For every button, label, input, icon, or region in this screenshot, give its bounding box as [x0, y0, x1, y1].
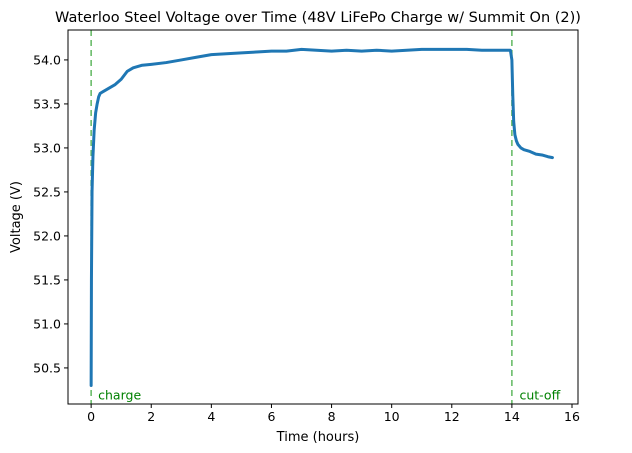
- plot-area: charge cut-off: [89, 30, 561, 404]
- x-tick-label: 16: [564, 409, 580, 424]
- x-tick-label: 0: [87, 409, 95, 424]
- plot-frame: [67, 29, 579, 405]
- y-tick-label: 52.0: [33, 228, 61, 243]
- annotation-0: charge: [98, 387, 141, 402]
- x-tick-label: 12: [444, 409, 460, 424]
- y-axis-label: Voltage (V): [9, 181, 24, 253]
- y-tick-label: 54.0: [33, 52, 61, 67]
- y-tick-label: 53.5: [33, 96, 61, 111]
- annotation-1: cut-off: [519, 387, 560, 402]
- x-tick-label: 6: [267, 409, 275, 424]
- x-axis: 0 2 4 6 8 10 12 14 16: [87, 404, 580, 424]
- y-tick-label: 53.0: [33, 140, 61, 155]
- series-line-0: [89, 47, 554, 388]
- y-tick-label: 51.0: [33, 316, 61, 331]
- y-tick-label: 52.5: [33, 184, 61, 199]
- x-tick-label: 2: [147, 409, 155, 424]
- chart-title: Waterloo Steel Voltage over Time (48V Li…: [55, 10, 581, 26]
- x-tick-label: 8: [328, 409, 336, 424]
- y-tick-label: 51.5: [33, 272, 61, 287]
- x-tick-label: 14: [504, 409, 520, 424]
- x-tick-label: 4: [207, 409, 215, 424]
- y-axis: 50.5 51.0 51.5 52.0 52.5 53.0 53.5 54.0: [33, 52, 68, 375]
- x-axis-label: Time (hours): [276, 430, 360, 445]
- x-tick-label: 10: [384, 409, 400, 424]
- y-tick-label: 50.5: [33, 360, 61, 375]
